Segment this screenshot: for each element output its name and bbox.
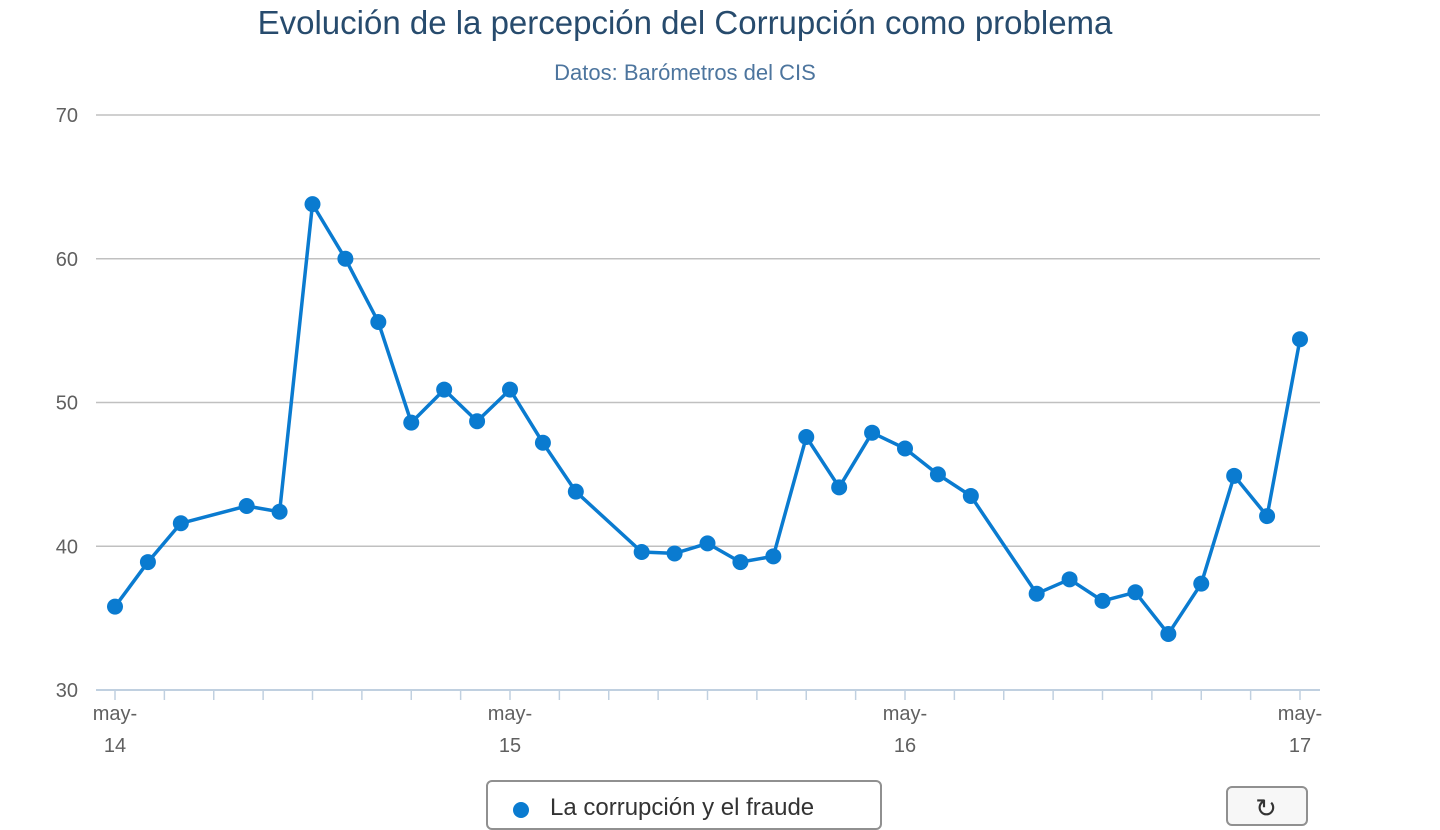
data-point[interactable] xyxy=(534,434,551,451)
data-point[interactable] xyxy=(370,314,387,330)
data-point[interactable] xyxy=(271,503,288,520)
data-point[interactable] xyxy=(1160,625,1177,642)
line-chart: 30 40 50 60 70 may- 14 may- 15 may- 16 may- 17 xyxy=(56,105,1322,757)
data-point[interactable] xyxy=(1127,584,1144,601)
series-layer xyxy=(107,196,1308,642)
x-tick-label: may- xyxy=(1278,703,1322,725)
x-axis: may- 14 may- 15 may- 16 may- 17 xyxy=(93,689,1322,757)
data-point[interactable] xyxy=(666,545,683,562)
x-tick-label: 17 xyxy=(1289,735,1311,757)
data-point[interactable] xyxy=(765,548,782,565)
data-point[interactable] xyxy=(304,196,321,213)
x-tick-label: 14 xyxy=(104,735,126,757)
data-point[interactable] xyxy=(403,414,420,431)
data-point[interactable] xyxy=(864,424,881,441)
legend-marker xyxy=(513,802,529,818)
data-point[interactable] xyxy=(1193,575,1210,592)
data-point[interactable] xyxy=(798,429,815,445)
refresh-icon: ↻ xyxy=(1255,793,1277,823)
data-point[interactable] xyxy=(107,598,123,615)
data-point[interactable] xyxy=(502,381,518,398)
chart-subtitle: Datos: Barómetros del CIS xyxy=(554,60,816,85)
data-point[interactable] xyxy=(337,250,354,267)
y-tick-label: 60 xyxy=(56,249,78,271)
series-line xyxy=(113,202,1302,636)
data-point[interactable] xyxy=(436,381,453,398)
y-tick-label: 50 xyxy=(56,393,78,415)
data-point[interactable] xyxy=(1292,331,1308,348)
reset-zoom-button[interactable]: ↻ xyxy=(1226,786,1308,826)
y-tick-label: 70 xyxy=(56,105,78,127)
data-point[interactable] xyxy=(469,413,486,430)
data-point[interactable] xyxy=(567,483,584,500)
data-point[interactable] xyxy=(929,466,946,483)
x-tick-label: 15 xyxy=(499,735,521,757)
y-tick-label: 40 xyxy=(56,536,78,558)
data-point[interactable] xyxy=(172,515,189,532)
x-tick-label: 16 xyxy=(894,735,916,757)
data-point[interactable] xyxy=(897,440,913,457)
y-tick-label: 30 xyxy=(56,680,78,702)
x-tick-label: may- xyxy=(883,703,927,725)
y-axis: 30 40 50 60 70 xyxy=(56,105,78,702)
data-point[interactable] xyxy=(1259,508,1276,525)
data-point[interactable] xyxy=(1226,467,1243,484)
data-point[interactable] xyxy=(962,487,979,504)
data-point[interactable] xyxy=(633,544,650,560)
data-point[interactable] xyxy=(1094,592,1111,609)
x-tick-label: may- xyxy=(93,703,137,725)
data-point[interactable] xyxy=(238,498,255,514)
data-point[interactable] xyxy=(732,554,749,571)
gridlines xyxy=(96,114,1320,547)
legend-item-label[interactable]: La corrupción y el fraude xyxy=(550,794,815,821)
data-point[interactable] xyxy=(139,554,156,571)
x-tick-label: may- xyxy=(488,703,532,725)
data-point[interactable] xyxy=(699,535,716,552)
legend: La corrupción y el fraude xyxy=(486,780,882,830)
chart-title: Evolución de la percepción del Corrupció… xyxy=(257,4,1113,41)
data-point[interactable] xyxy=(831,479,848,496)
data-point[interactable] xyxy=(1061,571,1078,588)
data-point[interactable] xyxy=(1028,585,1045,602)
